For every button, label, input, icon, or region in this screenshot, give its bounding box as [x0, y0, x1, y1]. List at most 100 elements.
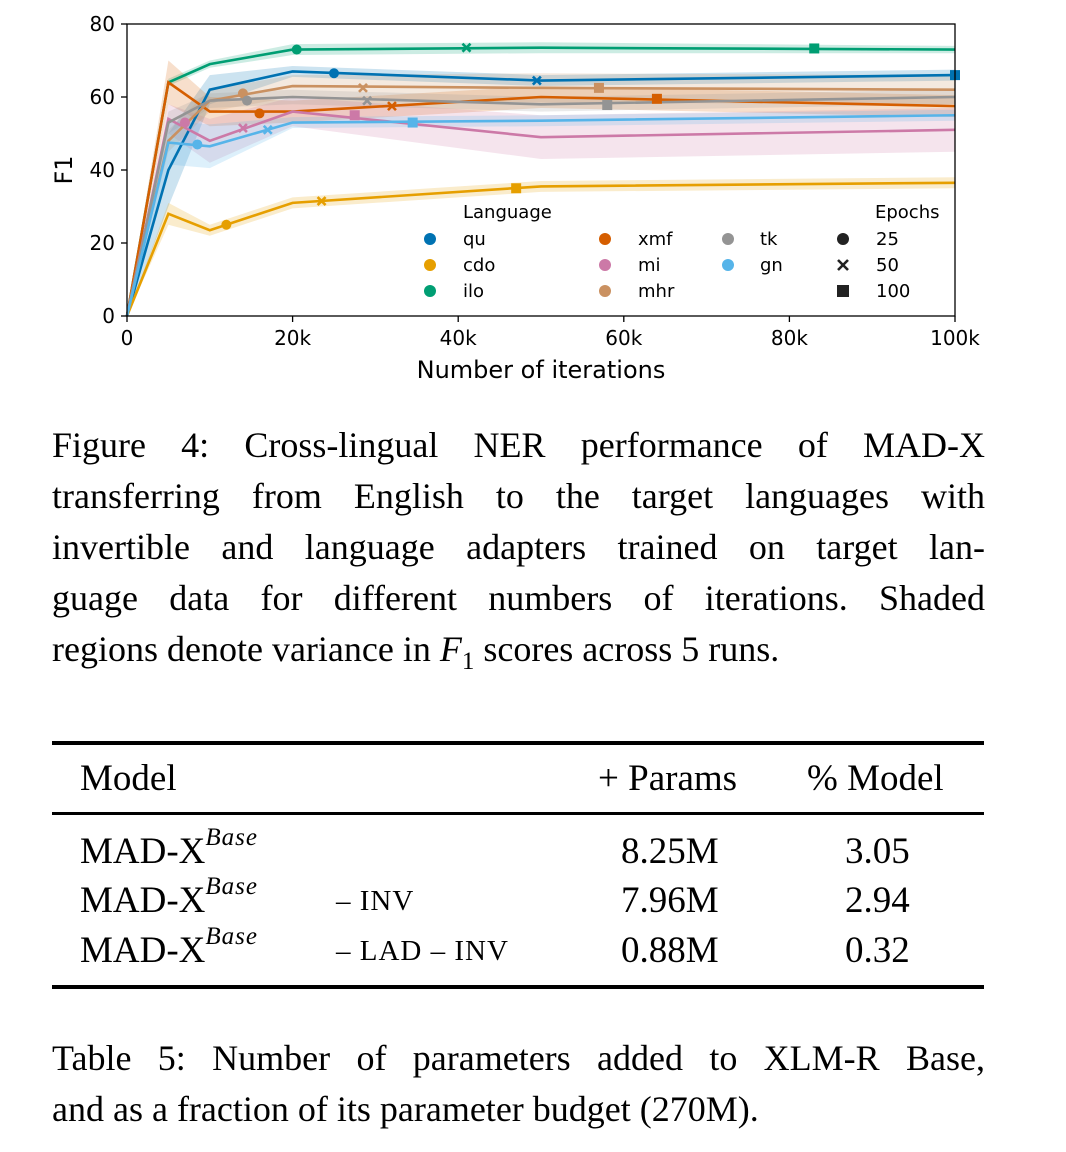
marker-cdo-50-stroke: [316, 196, 327, 206]
caption-line: invertible and language adapters trained…: [52, 527, 985, 567]
marker-gn-50-stroke: [262, 124, 273, 135]
legend-epoch-100-icon: [837, 285, 849, 297]
model-sup: Base: [205, 873, 258, 900]
legend-label-qu: qu: [463, 229, 486, 250]
x-tick-label: 20k: [274, 326, 311, 350]
marker-tk-50: [362, 95, 373, 106]
legend-language-title: Language: [463, 202, 552, 223]
legend-marker-gn: [722, 259, 734, 271]
y-axis-label: F1: [50, 155, 78, 184]
model-sup: Base: [205, 824, 258, 851]
pct-value: 2.94: [845, 880, 910, 921]
x-tick-label: 80k: [771, 326, 808, 350]
caption-text: regions denote variance in: [52, 629, 440, 669]
marker-gn-50: [262, 124, 273, 135]
legend-label-ilo: ilo: [463, 281, 484, 302]
model-name: MAD-X: [80, 880, 206, 921]
marker-ilo-100: [809, 43, 820, 54]
marker-mi-50-stroke: [238, 123, 248, 133]
marker-mhr-25: [237, 88, 248, 99]
model-name: MAD-X: [80, 831, 206, 872]
y-tick-label: 60: [90, 85, 115, 109]
plot-frame: [126, 23, 956, 317]
band-mi: [127, 97, 955, 316]
pct-value: 3.05: [845, 831, 910, 872]
marker-mhr-50: [358, 82, 368, 93]
x-tick-label: 0: [121, 326, 134, 350]
line-qu: [125, 70, 956, 317]
caption-line: Table 5: Number of parameters added to X…: [52, 1038, 985, 1078]
marker-mi-25: [179, 117, 190, 128]
x-tick-label: 40k: [440, 326, 477, 350]
y-tick-label: 40: [90, 158, 115, 182]
table-bottom-rule: [52, 985, 984, 989]
line-gn: [125, 113, 956, 317]
marker-ilo-50: [461, 42, 472, 53]
model-suffix: – INV: [336, 885, 415, 917]
legend-label-mhr: mhr: [638, 281, 675, 302]
legend-label-cdo: cdo: [463, 255, 495, 276]
caption-line: and as a fraction of its parameter budge…: [52, 1089, 759, 1129]
line-xmf: [125, 80, 956, 317]
x-tick-label: 100k: [930, 326, 980, 350]
marker-ilo-25: [291, 44, 302, 55]
y-tick-label: 20: [90, 231, 115, 255]
marker-cdo-25: [221, 219, 232, 230]
x-tick-label: 60k: [605, 326, 642, 350]
marker-mhr-100: [593, 82, 604, 93]
legend-epoch-25-icon: [837, 233, 849, 245]
line-cdo: [125, 181, 956, 317]
marker-cdo-50: [316, 196, 327, 206]
math-sub: 1: [461, 648, 475, 676]
marker-mhr-50-stroke: [358, 82, 368, 93]
params-value: 7.96M: [621, 880, 719, 921]
model-sup: Base: [205, 923, 258, 950]
legend-label-mi: mi: [638, 255, 661, 276]
legend-marker-ilo: [424, 285, 436, 297]
marker-gn-25: [192, 139, 203, 150]
pct-value: 0.32: [845, 930, 910, 971]
marker-mi-50: [238, 123, 248, 133]
legend-epoch-50-icon: [837, 259, 849, 271]
marker-ilo-50-stroke: [461, 42, 472, 53]
marker-gn-100: [407, 117, 418, 128]
caption-line: regions denote variance in F1 scores acr…: [52, 624, 985, 675]
caption-line: transferring from English to the target …: [52, 476, 985, 516]
params-value: 8.25M: [621, 831, 719, 872]
legend-epoch-label: 25: [876, 229, 899, 250]
x-axis-label: Number of iterations: [417, 356, 666, 384]
figure-caption: Figure 4: Cross-lingual NER performance …: [52, 420, 985, 675]
legend-marker-qu: [424, 233, 436, 245]
y-tick-label: 0: [102, 304, 115, 328]
params-value: 0.88M: [621, 930, 719, 971]
legend-label-tk: tk: [760, 229, 778, 250]
model-suffix: – LAD – INV: [336, 935, 509, 967]
marker-qu-50-stroke: [531, 75, 542, 86]
marker-mi-100: [349, 110, 360, 121]
legend-marker-tk: [722, 233, 734, 245]
header-params: + Params: [598, 758, 738, 799]
marker-qu-25: [329, 68, 339, 79]
math-f: F: [439, 629, 462, 669]
legend-marker-cdo: [424, 259, 436, 271]
header-pct: % Model: [807, 758, 944, 799]
model-name: MAD-X: [80, 930, 206, 971]
legend-label-gn: gn: [760, 255, 783, 276]
marker-qu-50: [531, 75, 542, 86]
f1-iterations-chart: 0 20k 40k 60k 80k 100k 0 20 40 60 80 Language Epoch…: [50, 12, 980, 384]
marker-tk-25: [242, 95, 253, 106]
header-model: Model: [80, 758, 177, 799]
caption-text: scores across 5 runs.: [474, 629, 780, 669]
marker-cdo-100: [511, 183, 522, 194]
legend-epoch-50-icon-stroke: [837, 259, 849, 271]
legend-epochs-title: Epochs: [875, 202, 940, 223]
legend-epoch-label: 100: [876, 281, 910, 302]
marker-xmf-25: [254, 108, 265, 119]
legend-marker-mi: [599, 259, 611, 271]
caption-line: Figure 4: Cross-lingual NER performance …: [52, 425, 985, 465]
legend-marker-xmf: [599, 233, 611, 245]
marker-tk-100: [602, 100, 613, 111]
marker-xmf-50: [387, 101, 397, 112]
marker-xmf-100: [651, 93, 662, 104]
legend-marker-mhr: [599, 285, 611, 297]
